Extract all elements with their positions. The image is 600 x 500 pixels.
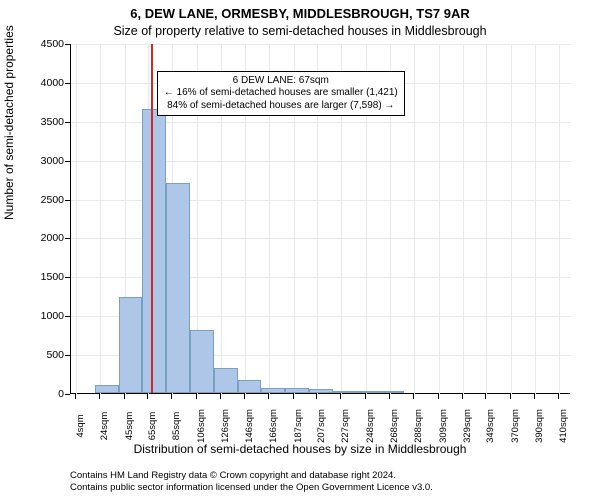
gridline-v bbox=[511, 44, 512, 394]
gridline-v bbox=[486, 44, 487, 394]
annotation-line3: 84% of semi-detached houses are larger (… bbox=[164, 100, 398, 113]
gridline-h bbox=[71, 44, 571, 45]
page-title-line1: 6, DEW LANE, ORMESBY, MIDDLESBROUGH, TS7… bbox=[0, 6, 600, 21]
attribution-footer: Contains HM Land Registry data © Crown c… bbox=[70, 470, 590, 494]
histogram-bar bbox=[190, 330, 214, 393]
gridline-v bbox=[535, 44, 536, 394]
histogram-bar bbox=[285, 388, 309, 393]
gridline-v bbox=[439, 44, 440, 394]
gridline-v bbox=[414, 44, 415, 394]
y-axis-label: Number of semi-detached properties bbox=[2, 25, 16, 220]
y-tick: 1500 bbox=[30, 277, 70, 291]
annotation-box: 6 DEW LANE: 67sqm ← 16% of semi-detached… bbox=[157, 71, 405, 117]
y-tick: 2500 bbox=[30, 200, 70, 214]
gridline-v bbox=[100, 44, 101, 394]
y-tick: 1000 bbox=[30, 316, 70, 330]
histogram-plot: 6 DEW LANE: 67sqm ← 16% of semi-detached… bbox=[70, 44, 570, 394]
histogram-bar bbox=[381, 391, 405, 393]
histogram-bar bbox=[214, 368, 238, 393]
histogram-bar bbox=[119, 297, 143, 393]
histogram-bar bbox=[238, 380, 262, 393]
footer-line1: Contains HM Land Registry data © Crown c… bbox=[70, 470, 590, 482]
y-tick: 4500 bbox=[30, 44, 70, 58]
y-tick: 2000 bbox=[30, 238, 70, 252]
annotation-line1: 6 DEW LANE: 67sqm bbox=[164, 75, 398, 88]
y-tick: 500 bbox=[30, 355, 70, 369]
property-marker-line bbox=[151, 44, 153, 393]
y-tick: 3500 bbox=[30, 122, 70, 136]
histogram-bar bbox=[166, 183, 190, 393]
annotation-line2: ← 16% of semi-detached houses are smalle… bbox=[164, 87, 398, 100]
gridline-v bbox=[559, 44, 560, 394]
histogram-bar bbox=[357, 391, 381, 393]
y-tick: 3000 bbox=[30, 161, 70, 175]
gridline-v bbox=[463, 44, 464, 394]
histogram-bar bbox=[95, 385, 119, 393]
page-title-line2: Size of property relative to semi-detach… bbox=[0, 24, 600, 38]
histogram-bar bbox=[333, 391, 357, 393]
histogram-bar bbox=[309, 389, 333, 393]
gridline-v bbox=[76, 44, 77, 394]
histogram-bar bbox=[142, 109, 166, 393]
y-tick: 4000 bbox=[30, 83, 70, 97]
footer-line2: Contains public sector information licen… bbox=[70, 482, 590, 494]
x-axis-label: Distribution of semi-detached houses by … bbox=[0, 442, 600, 456]
y-tick: 0 bbox=[30, 394, 70, 408]
histogram-bar bbox=[261, 388, 285, 393]
